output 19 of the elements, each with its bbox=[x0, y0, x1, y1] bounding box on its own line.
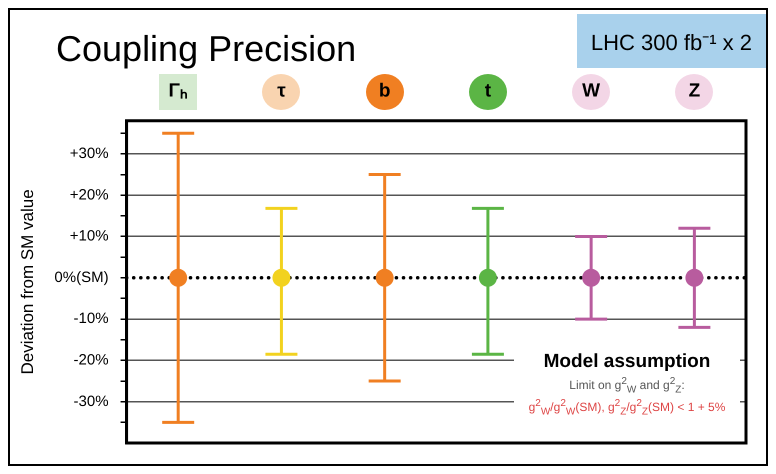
x-tick-label: τ bbox=[277, 80, 286, 102]
x-tick-label: Γₕ bbox=[168, 80, 188, 102]
y-tick-label: 0%(SM) bbox=[54, 268, 109, 286]
x-tick-label: b bbox=[378, 80, 390, 102]
x-tick-label: t bbox=[484, 80, 492, 102]
y-tick-label: -20% bbox=[74, 352, 109, 369]
annotation: Model assumption bbox=[542, 351, 712, 373]
y-tick-label: -30% bbox=[74, 392, 109, 410]
y-axis-title: Deviation from SM value bbox=[18, 189, 37, 374]
y-tick-label: +30% bbox=[70, 144, 109, 162]
text: g$^{2}$$_{W}$/g$^{2}$$_{W}$(SM), g$^{2}$$_{Z}$/g$^{2}$$_{Z}$(SM) < 1 + 5% bbox=[528, 398, 726, 418]
chart-subtitle: LHC 300 fb⁻¹ x 2 bbox=[576, 14, 766, 68]
x-tick-label: W bbox=[582, 80, 600, 102]
x-tick-label: Z bbox=[688, 80, 701, 102]
y-tick-label: -10% bbox=[74, 310, 109, 328]
chart-title: Coupling Precision bbox=[56, 28, 356, 70]
annotation: Limit on g$^{2}$$_{W}$ and g$^{2}$$_{Z}$: bbox=[568, 376, 686, 396]
y-tick-label: +10% bbox=[70, 228, 109, 245]
y-tick-label: +20% bbox=[70, 186, 109, 204]
